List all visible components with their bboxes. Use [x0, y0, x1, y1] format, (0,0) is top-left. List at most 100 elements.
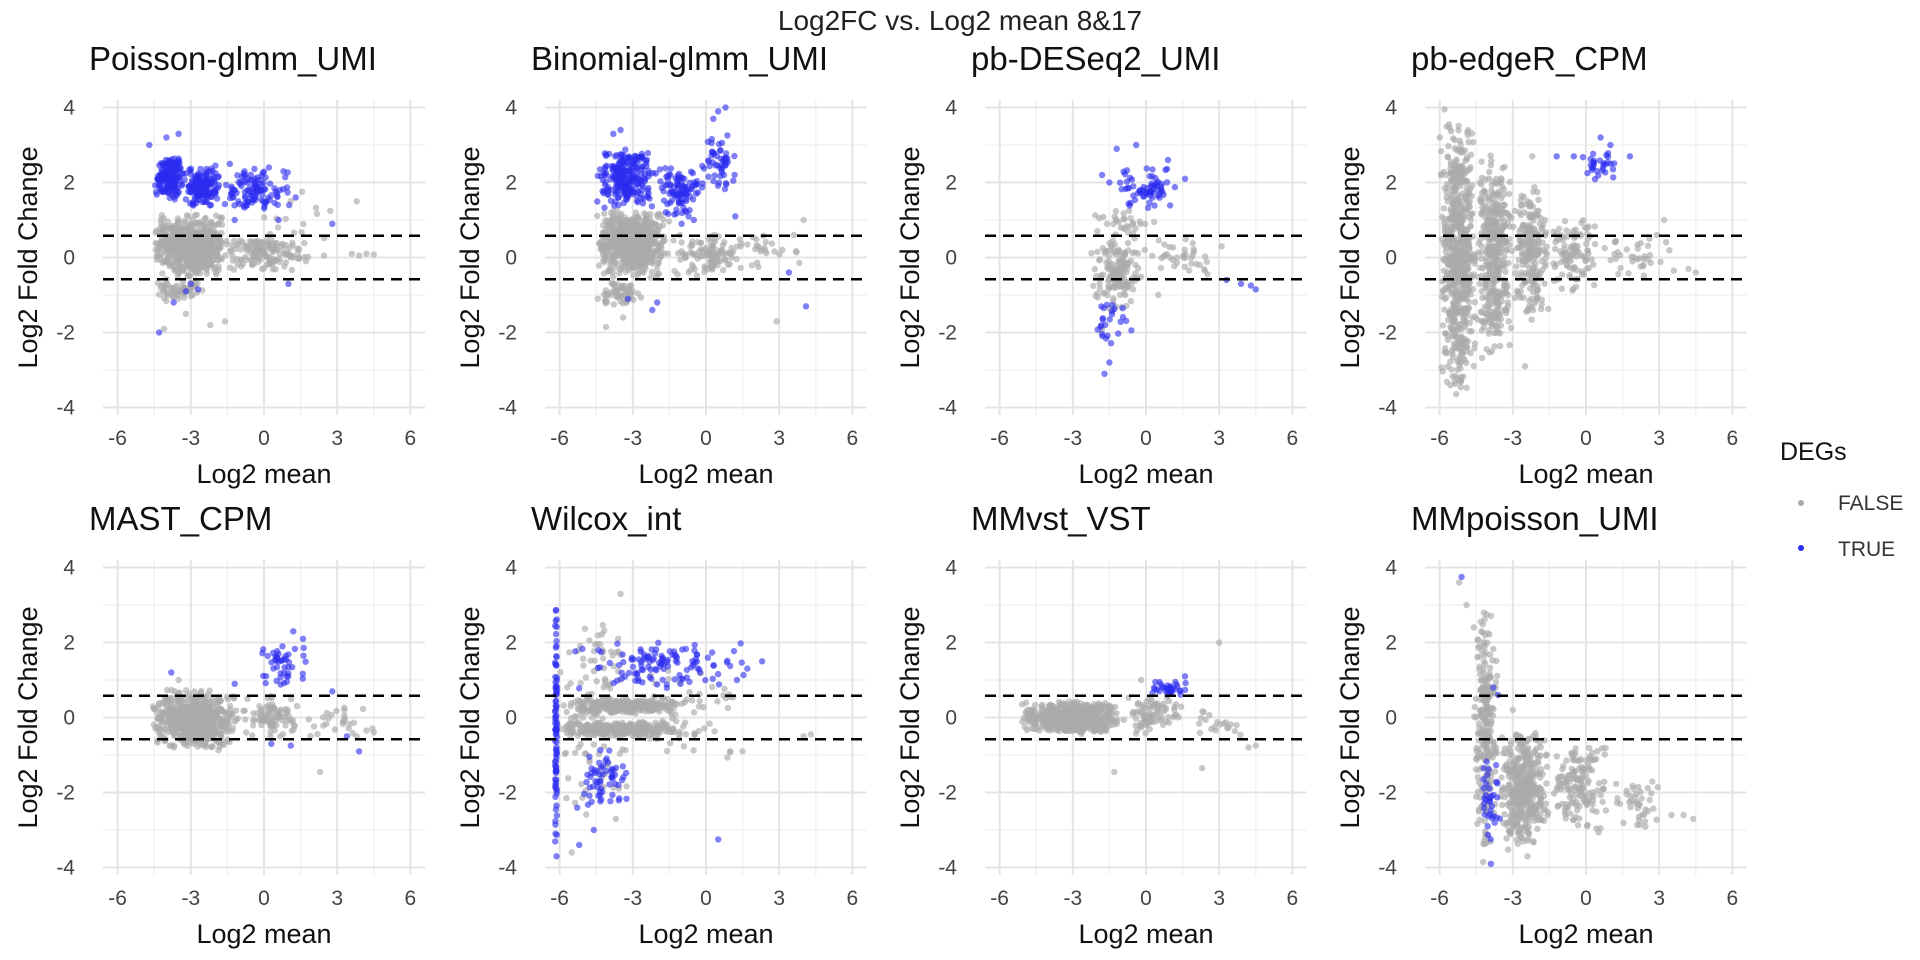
- data-point: [1120, 210, 1127, 217]
- data-point: [259, 191, 266, 198]
- data-point: [175, 245, 182, 252]
- data-point: [1465, 298, 1473, 305]
- data-point: [1452, 372, 1459, 380]
- x-tick-label: -6: [990, 427, 1009, 450]
- panel-title: Binomial-glmm_UMI: [531, 40, 828, 77]
- data-point: [651, 226, 658, 233]
- data-point: [744, 241, 751, 248]
- data-point: [1147, 183, 1155, 190]
- x-tick-label: -6: [108, 427, 127, 450]
- data-point: [1110, 220, 1117, 228]
- data-point: [252, 238, 259, 245]
- data-point: [1442, 330, 1449, 337]
- data-point: [1503, 246, 1510, 253]
- data-point: [1525, 264, 1533, 271]
- data-point: [1185, 267, 1193, 274]
- data-point: [624, 295, 632, 302]
- data-point: [304, 253, 312, 261]
- data-point: [646, 215, 654, 222]
- data-point: [1521, 363, 1529, 370]
- data-point: [1449, 313, 1456, 320]
- data-point: [1126, 174, 1134, 182]
- data-point: [1456, 247, 1464, 254]
- data-point: [163, 257, 170, 264]
- x-axis-label: Log2 mean: [196, 459, 331, 489]
- data-point: [241, 193, 249, 200]
- x-tick-label: 0: [258, 427, 270, 450]
- data-point: [1455, 127, 1462, 134]
- data-point: [660, 197, 668, 204]
- data-point: [768, 240, 776, 247]
- data-point: [1517, 240, 1525, 247]
- data-point: [674, 271, 681, 278]
- data-point: [160, 325, 168, 332]
- data-point: [182, 170, 189, 177]
- data-point: [207, 246, 214, 253]
- data-point: [1144, 204, 1152, 211]
- data-point: [183, 212, 191, 219]
- data-point: [260, 265, 268, 272]
- data-point: [178, 228, 185, 236]
- data-point: [1486, 268, 1494, 276]
- data-point: [189, 183, 196, 190]
- data-point: [191, 178, 199, 185]
- data-point: [1462, 267, 1470, 274]
- data-point: [1478, 354, 1486, 362]
- data-point: [1640, 272, 1648, 279]
- data-point: [1582, 254, 1590, 261]
- data-point: [1478, 158, 1485, 165]
- data-point: [617, 293, 625, 300]
- data-point: [1455, 200, 1462, 207]
- data-point: [1541, 216, 1549, 224]
- data-point: [282, 259, 290, 266]
- data-point: [672, 189, 679, 196]
- data-point: [1093, 272, 1100, 280]
- data-point: [1103, 301, 1111, 308]
- data-point: [153, 191, 160, 198]
- data-point: [1450, 135, 1457, 142]
- x-tick-label: 0: [1580, 427, 1592, 450]
- data-point: [1453, 304, 1461, 312]
- data-point: [1120, 215, 1127, 222]
- data-point: [196, 241, 203, 248]
- data-point: [754, 242, 762, 250]
- data-point: [202, 214, 209, 222]
- y-tick-label: 4: [63, 97, 75, 120]
- data-point: [1127, 297, 1135, 305]
- data-point: [1527, 241, 1535, 249]
- data-point: [240, 202, 247, 209]
- data-point: [602, 217, 609, 224]
- data-point: [1130, 183, 1137, 190]
- data-point: [650, 238, 657, 246]
- data-point: [239, 238, 246, 245]
- data-point: [266, 180, 274, 187]
- data-point: [231, 216, 238, 224]
- data-point: [1555, 225, 1563, 232]
- data-point: [732, 213, 739, 220]
- data-point: [169, 161, 176, 168]
- data-point: [184, 742, 191, 750]
- data-point: [1157, 264, 1165, 272]
- data-point: [715, 179, 723, 186]
- data-point: [200, 190, 207, 197]
- data-point: [655, 242, 662, 250]
- data-point: [187, 286, 194, 294]
- data-point: [1116, 291, 1124, 299]
- data-point: [790, 231, 797, 239]
- data-point: [241, 168, 248, 175]
- data-point: [642, 159, 650, 166]
- data-point: [1601, 244, 1608, 252]
- data-point: [1449, 183, 1457, 190]
- data-point: [645, 170, 653, 177]
- data-point: [1444, 336, 1452, 344]
- data-point: [1448, 192, 1455, 199]
- data-point: [187, 293, 195, 300]
- data-point: [613, 287, 620, 295]
- y-axis-label: Log2 Fold Change: [455, 146, 485, 368]
- data-point: [663, 173, 670, 180]
- data-point: [234, 241, 241, 249]
- data-point: [762, 238, 770, 246]
- data-point: [665, 218, 673, 225]
- data-point: [654, 260, 662, 268]
- data-point: [1439, 322, 1447, 329]
